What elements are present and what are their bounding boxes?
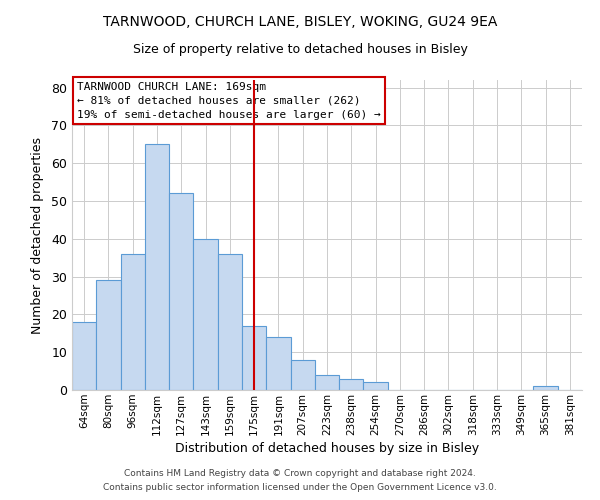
Bar xyxy=(121,254,145,390)
Text: TARNWOOD, CHURCH LANE, BISLEY, WOKING, GU24 9EA: TARNWOOD, CHURCH LANE, BISLEY, WOKING, G… xyxy=(103,15,497,29)
Text: Contains public sector information licensed under the Open Government Licence v3: Contains public sector information licen… xyxy=(103,484,497,492)
Bar xyxy=(266,337,290,390)
Bar xyxy=(169,194,193,390)
Bar xyxy=(339,378,364,390)
Bar xyxy=(145,144,169,390)
Bar xyxy=(96,280,121,390)
Bar xyxy=(218,254,242,390)
Bar xyxy=(364,382,388,390)
Bar xyxy=(242,326,266,390)
Text: Size of property relative to detached houses in Bisley: Size of property relative to detached ho… xyxy=(133,42,467,56)
Bar xyxy=(72,322,96,390)
X-axis label: Distribution of detached houses by size in Bisley: Distribution of detached houses by size … xyxy=(175,442,479,455)
Y-axis label: Number of detached properties: Number of detached properties xyxy=(31,136,44,334)
Text: Contains HM Land Registry data © Crown copyright and database right 2024.: Contains HM Land Registry data © Crown c… xyxy=(124,468,476,477)
Text: TARNWOOD CHURCH LANE: 169sqm
← 81% of detached houses are smaller (262)
19% of s: TARNWOOD CHURCH LANE: 169sqm ← 81% of de… xyxy=(77,82,381,120)
Bar xyxy=(315,375,339,390)
Bar xyxy=(533,386,558,390)
Bar xyxy=(193,239,218,390)
Bar xyxy=(290,360,315,390)
